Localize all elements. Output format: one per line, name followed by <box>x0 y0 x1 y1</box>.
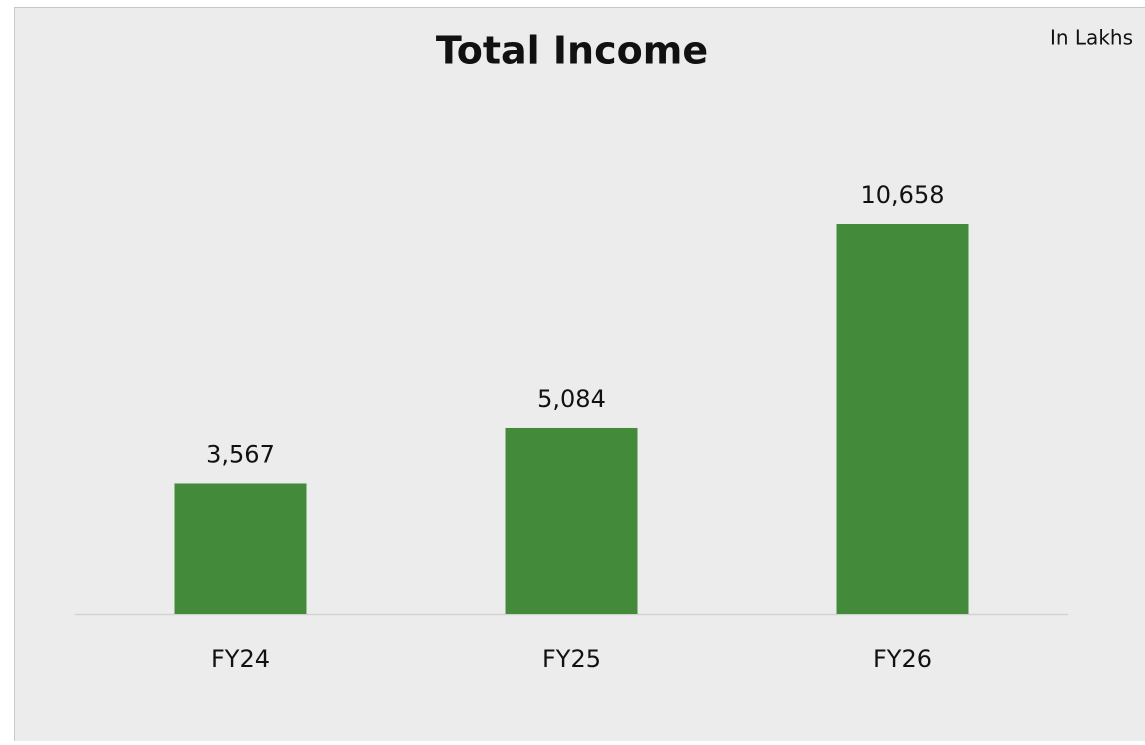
chart-title: Total Income <box>436 29 708 73</box>
x-tick-label: FY24 <box>211 645 270 673</box>
x-tick-label: FY25 <box>542 645 601 673</box>
bar <box>837 224 969 614</box>
chart-frame <box>15 8 1145 742</box>
x-tick-label: FY26 <box>873 645 932 673</box>
unit-note: In Lakhs <box>1050 26 1133 50</box>
bar <box>175 483 307 614</box>
bar <box>506 428 638 614</box>
data-label: 5,084 <box>537 385 606 413</box>
data-label: 10,658 <box>861 181 945 209</box>
data-label: 3,567 <box>206 440 275 468</box>
